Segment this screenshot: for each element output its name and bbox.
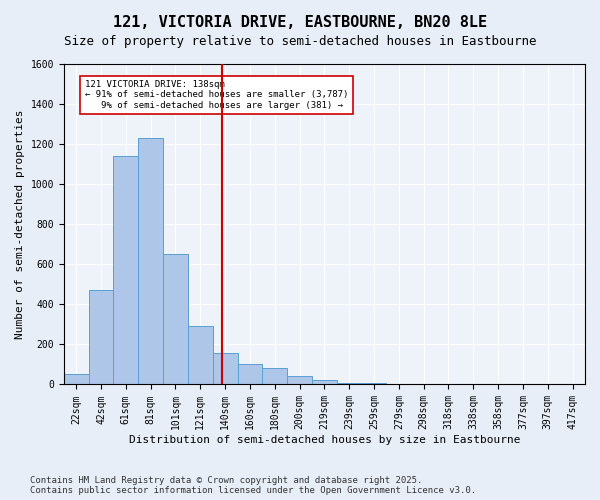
Bar [113, 156, 138, 384]
Text: 121, VICTORIA DRIVE, EASTBOURNE, BN20 8LE: 121, VICTORIA DRIVE, EASTBOURNE, BN20 8L… [113, 15, 487, 30]
Bar [64, 374, 89, 384]
Bar [287, 376, 312, 384]
Bar [312, 380, 337, 384]
X-axis label: Distribution of semi-detached houses by size in Eastbourne: Distribution of semi-detached houses by … [128, 435, 520, 445]
Bar [262, 368, 287, 384]
Text: Contains HM Land Registry data © Crown copyright and database right 2025.
Contai: Contains HM Land Registry data © Crown c… [30, 476, 476, 495]
Y-axis label: Number of semi-detached properties: Number of semi-detached properties [15, 110, 25, 339]
Text: 121 VICTORIA DRIVE: 138sqm
← 91% of semi-detached houses are smaller (3,787)
   : 121 VICTORIA DRIVE: 138sqm ← 91% of semi… [85, 80, 348, 110]
Bar [212, 354, 238, 384]
Bar [238, 364, 262, 384]
Bar [163, 254, 188, 384]
Text: Size of property relative to semi-detached houses in Eastbourne: Size of property relative to semi-detach… [64, 35, 536, 48]
Bar [138, 138, 163, 384]
Bar [188, 326, 212, 384]
Bar [89, 290, 113, 384]
